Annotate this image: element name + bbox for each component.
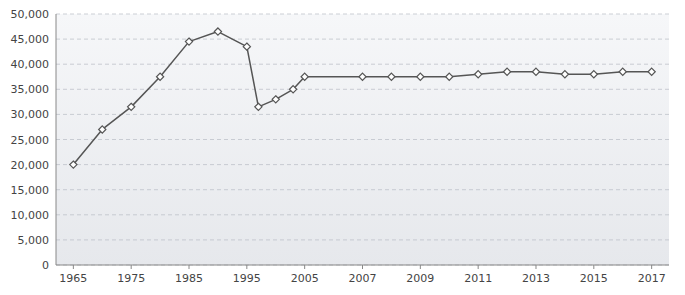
- marker: [475, 71, 482, 78]
- y-tick-label: 25,000: [11, 134, 50, 147]
- y-tick-label: 35,000: [11, 83, 50, 96]
- y-tick-label: 15,000: [11, 184, 50, 197]
- marker: [185, 38, 192, 45]
- x-axis-line: [56, 265, 669, 266]
- chart-container: 0 5,000 10,000 15,000 20,000 25,000 30,000 35,0…: [0, 0, 685, 295]
- grid-line: [56, 239, 669, 240]
- x-tick: [593, 265, 594, 269]
- x-tick: [478, 265, 479, 269]
- marker: [128, 103, 135, 110]
- marker: [255, 103, 262, 110]
- marker: [99, 126, 106, 133]
- marker: [590, 71, 597, 78]
- y-tick-label: 50,000: [11, 8, 50, 21]
- x-tick: [246, 265, 247, 269]
- grid-line: [56, 214, 669, 215]
- marker: [648, 68, 655, 75]
- x-tick-label: 2011: [464, 272, 492, 285]
- plot-background: [56, 14, 669, 265]
- marker: [417, 73, 424, 80]
- grid-line: [56, 14, 669, 15]
- x-tick: [535, 265, 536, 269]
- marker: [503, 68, 510, 75]
- y-tick-label: 30,000: [11, 108, 50, 121]
- grid-line: [56, 39, 669, 40]
- marker: [156, 73, 163, 80]
- grid-line: [56, 189, 669, 190]
- marker: [561, 71, 568, 78]
- y-axis-line: [56, 14, 57, 265]
- marker: [214, 28, 221, 35]
- marker: [70, 161, 77, 168]
- grid-line: [56, 114, 669, 115]
- x-tick-label: 2017: [638, 272, 666, 285]
- data-layer: [70, 28, 656, 168]
- axes: 0 5,000 10,000 15,000 20,000 25,000 30,000 35,0…: [11, 8, 670, 285]
- x-tick: [420, 265, 421, 269]
- x-tick: [131, 265, 132, 269]
- y-tick-label: 40,000: [11, 58, 50, 71]
- grid-line: [56, 139, 669, 140]
- x-tick: [189, 265, 190, 269]
- marker: [301, 73, 308, 80]
- x-tick-label: 2007: [349, 272, 377, 285]
- y-tick-label: 20,000: [11, 159, 50, 172]
- x-tick-label: 2015: [580, 272, 608, 285]
- grid-line: [56, 265, 669, 266]
- marker: [446, 73, 453, 80]
- grid: [56, 14, 669, 265]
- x-tick-label: 2005: [291, 272, 319, 285]
- marker: [272, 96, 279, 103]
- x-tick: [73, 265, 74, 269]
- marker: [388, 73, 395, 80]
- marker: [290, 86, 297, 93]
- x-tick-label: 1975: [117, 272, 145, 285]
- y-tick-label: 10,000: [11, 209, 50, 222]
- x-tick-label: 2009: [406, 272, 434, 285]
- grid-line: [56, 164, 669, 165]
- marker: [359, 73, 366, 80]
- x-tick-label: 2013: [522, 272, 550, 285]
- x-tick-label: 1995: [233, 272, 261, 285]
- x-tick-label: 1985: [175, 272, 203, 285]
- y-tick-label: 5,000: [18, 234, 50, 247]
- line: [73, 32, 651, 165]
- x-tick: [651, 265, 652, 269]
- marker: [532, 68, 539, 75]
- y-tick-label: 0: [42, 259, 49, 272]
- marker: [619, 68, 626, 75]
- x-tick-label: 1965: [59, 272, 87, 285]
- grid-line: [56, 64, 669, 65]
- y-tick-label: 45,000: [11, 33, 50, 46]
- chart-svg: 0 5,000 10,000 15,000 20,000 25,000 30,000 35,0…: [0, 0, 685, 295]
- marker: [243, 43, 250, 50]
- x-tick: [304, 265, 305, 269]
- x-tick: [362, 265, 363, 269]
